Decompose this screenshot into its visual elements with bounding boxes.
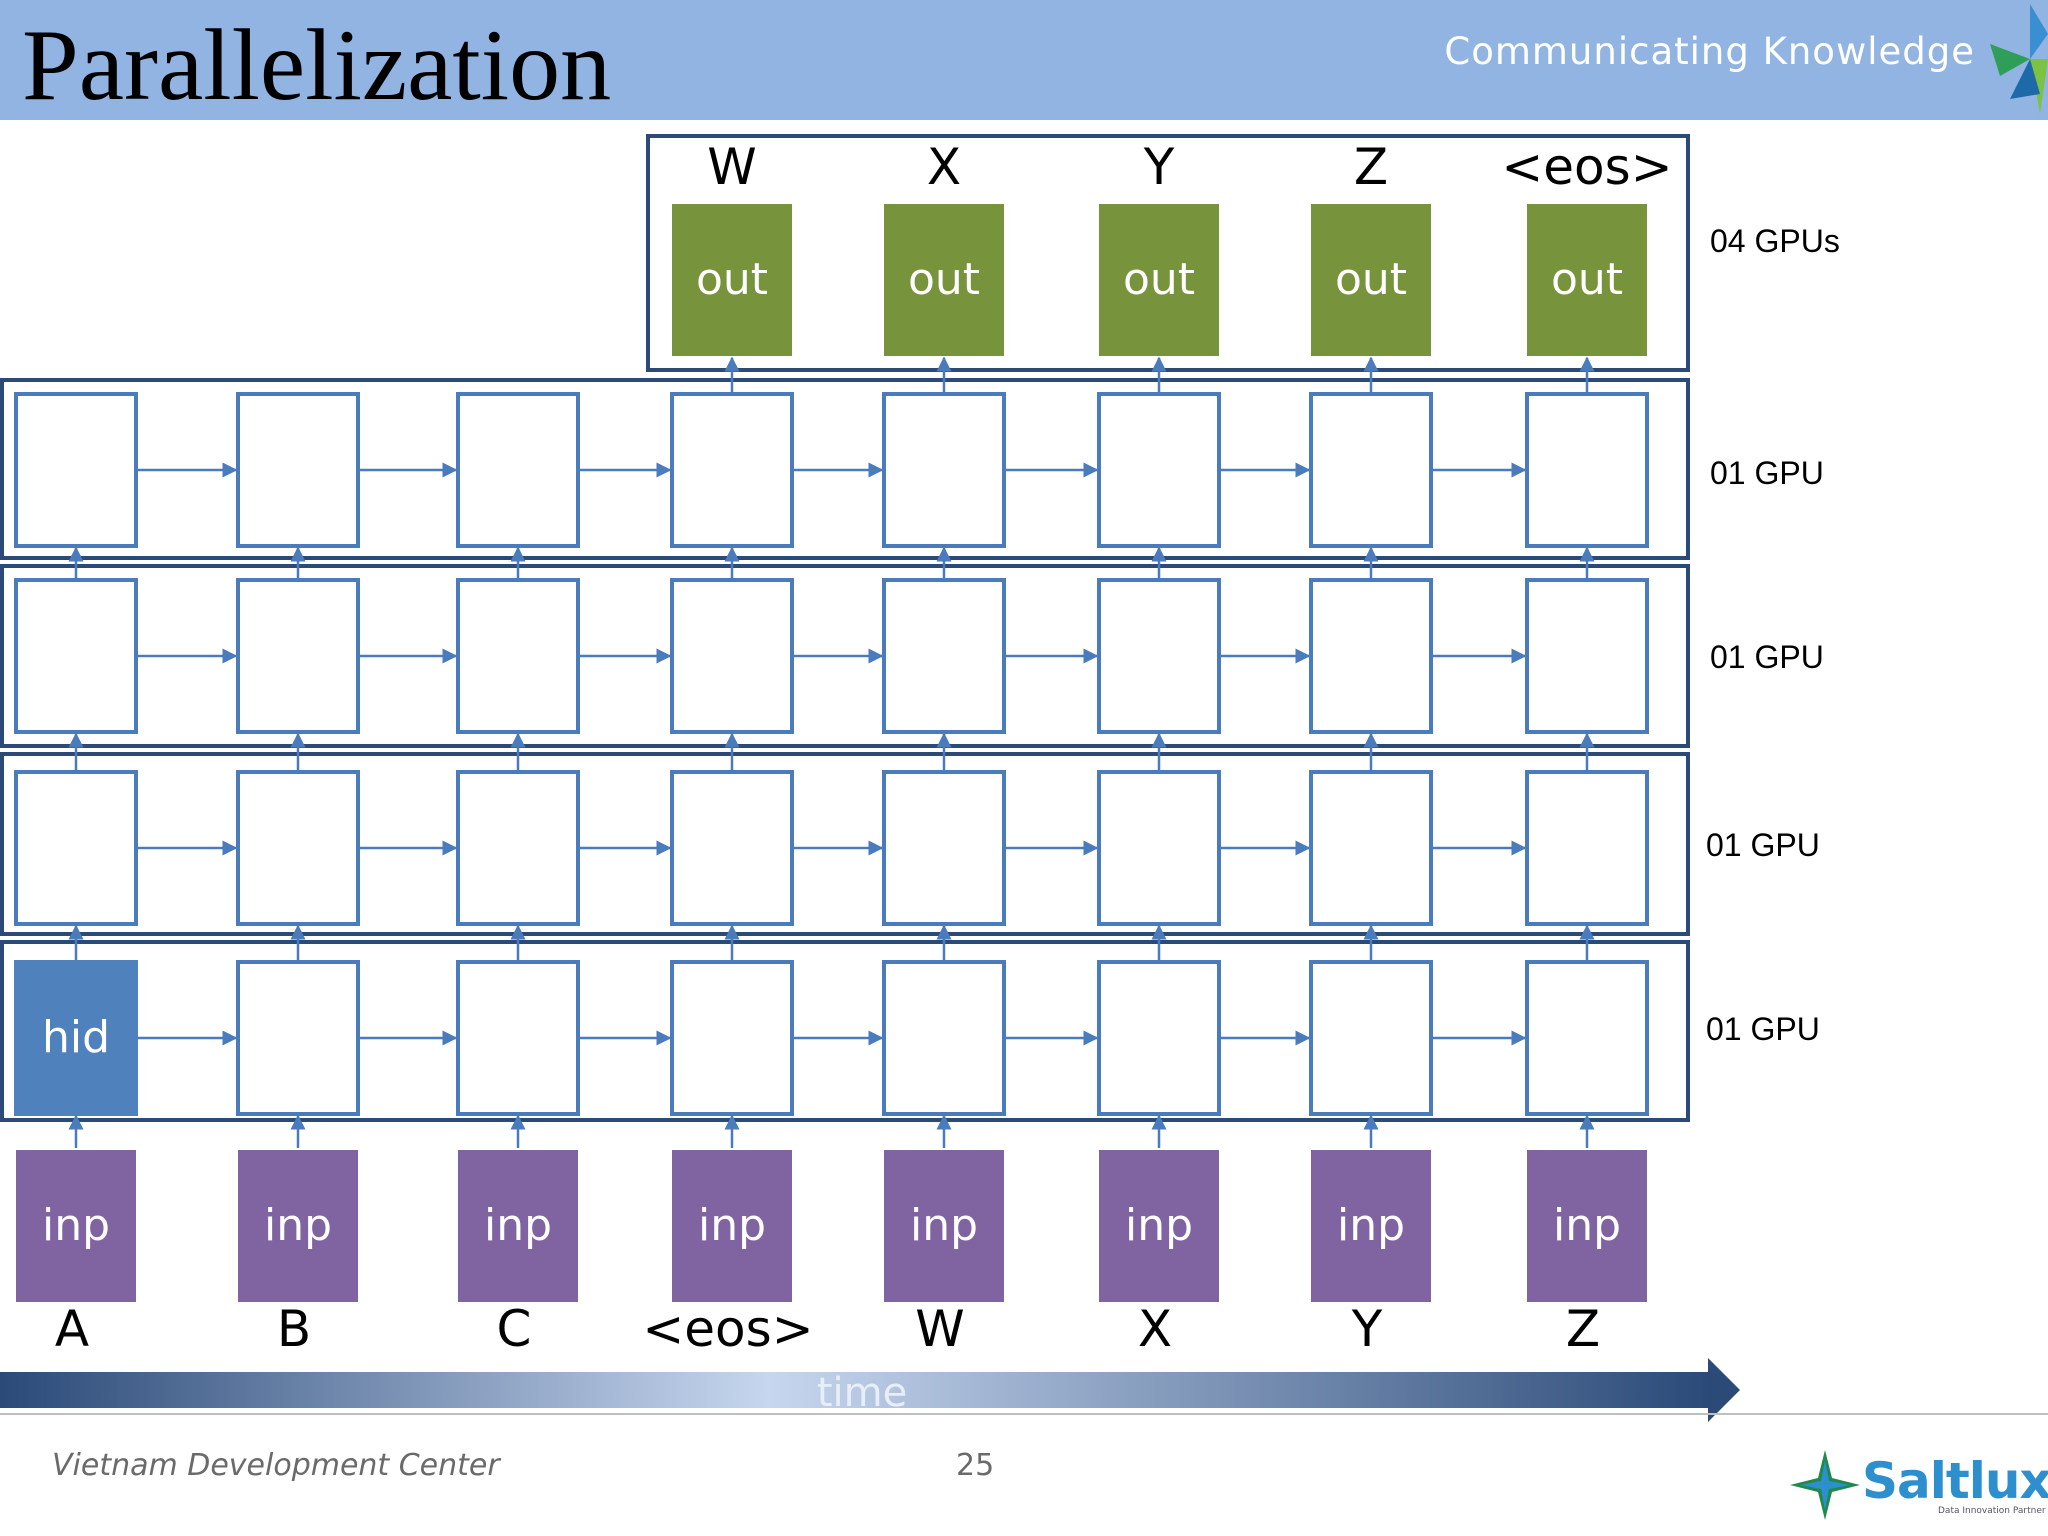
input-cell: [238, 1150, 358, 1302]
hidden-cell: [1097, 392, 1221, 548]
hidden-cell: [1309, 578, 1433, 734]
input-cell: [1527, 1150, 1647, 1302]
input-token: A: [55, 1300, 89, 1358]
hidden-cell: [1097, 578, 1221, 734]
gpu-label-output: 04 GPUs: [1710, 223, 1840, 259]
output-token: <eos>: [1501, 138, 1672, 196]
gpu-label-layer-3: 01 GPU: [1710, 639, 1824, 675]
input-token: W: [915, 1300, 964, 1358]
output-cell: [1311, 204, 1431, 356]
hidden-cell: [236, 770, 360, 926]
input-cell: [1099, 1150, 1219, 1302]
output-cell-label: out: [1335, 254, 1407, 305]
input-cell-label: inp: [1553, 1200, 1621, 1251]
page-number: 25: [956, 1448, 995, 1483]
hidden-cell: [882, 392, 1006, 548]
hidden-cell: [1309, 960, 1433, 1116]
output-token: W: [707, 138, 756, 196]
hidden-cell: [1309, 392, 1433, 548]
hidden-cell: [1525, 392, 1649, 548]
slide-title: Parallelization: [22, 9, 612, 122]
input-cell-label: inp: [42, 1200, 110, 1251]
hidden-cell: [236, 960, 360, 1116]
hidden-cell: [1525, 578, 1649, 734]
gpu-label-layer-4: 01 GPU: [1710, 455, 1824, 491]
hidden-cell: [1525, 960, 1649, 1116]
hidden-cell: [456, 770, 580, 926]
output-cell-label: out: [1551, 254, 1623, 305]
hidden-cell: [456, 392, 580, 548]
time-axis-arrow: [0, 1358, 2048, 1422]
hidden-cell: [1525, 770, 1649, 926]
input-token: C: [497, 1300, 532, 1358]
gpu-group-layer-2: [0, 752, 1690, 936]
output-cell-label: out: [696, 254, 768, 305]
footer-brand-sub: Data Innovation Partner: [1938, 1506, 2046, 1516]
time-label: time: [817, 1370, 907, 1416]
gpu-group-layer-4: [0, 378, 1690, 560]
hidden-cell: [882, 960, 1006, 1116]
hidden-cell: [882, 578, 1006, 734]
output-token: X: [927, 138, 961, 196]
output-cell-label: out: [908, 254, 980, 305]
hidden-cell: [670, 578, 794, 734]
input-cell-label: inp: [264, 1200, 332, 1251]
output-cell: [884, 204, 1004, 356]
hidden-cell: [236, 392, 360, 548]
input-cell-label: inp: [698, 1200, 766, 1251]
footer-brand: Saltlux: [1862, 1452, 2048, 1510]
input-cell: [672, 1150, 792, 1302]
hidden-cell: [1309, 770, 1433, 926]
hidden-cell: [14, 392, 138, 548]
hidden-cell: [670, 392, 794, 548]
input-cell-label: inp: [1337, 1200, 1405, 1251]
input-token: <eos>: [642, 1300, 813, 1358]
output-cell-label: out: [1123, 254, 1195, 305]
gpu-label-layer-1: 01 GPU: [1706, 1011, 1820, 1047]
header-tagline: Communicating Knowledge: [1444, 30, 1975, 73]
output-cell: [1099, 204, 1219, 356]
hidden-cell-label: hid: [42, 1012, 110, 1063]
hidden-cell: [14, 960, 138, 1116]
rnn-parallelization-diagram: time 04 GPUs 01 GPU 01 GPU 01 GPU 01 GPU…: [0, 134, 2048, 1422]
gpu-group-layer-1: [0, 940, 1690, 1122]
hidden-cell: [14, 578, 138, 734]
input-cell: [884, 1150, 1004, 1302]
input-cell-label: inp: [910, 1200, 978, 1251]
input-cell: [1311, 1150, 1431, 1302]
hidden-cell: [670, 770, 794, 926]
gpu-group-output-row: [646, 134, 1690, 372]
gpu-group-layer-3: [0, 564, 1690, 748]
saltlux-logo-icon: [1790, 1450, 1860, 1520]
footer-organization: Vietnam Development Center: [52, 1448, 500, 1483]
hidden-cell: [1097, 960, 1221, 1116]
hidden-cell: [456, 960, 580, 1116]
gpu-label-layer-2: 01 GPU: [1706, 827, 1820, 863]
input-token: B: [277, 1300, 311, 1358]
hidden-cell: [14, 770, 138, 926]
hidden-cell: [1097, 770, 1221, 926]
saltlux-star-icon: [1990, 4, 2048, 114]
input-token: X: [1138, 1300, 1172, 1358]
input-cell-label: inp: [484, 1200, 552, 1251]
input-cell: [458, 1150, 578, 1302]
output-token: Z: [1354, 138, 1388, 196]
hidden-cell: [670, 960, 794, 1116]
hidden-cell: [456, 578, 580, 734]
hidden-cell: [882, 770, 1006, 926]
input-cell-label: inp: [1125, 1200, 1193, 1251]
output-cell: [672, 204, 792, 356]
hidden-cell: [236, 578, 360, 734]
output-cell: [1527, 204, 1647, 356]
input-token: Y: [1351, 1300, 1383, 1358]
header-bar: Parallelization Communicating Knowledge: [0, 0, 2048, 122]
input-cell: [16, 1150, 136, 1302]
input-token: Z: [1566, 1300, 1600, 1358]
output-token: Y: [1143, 138, 1175, 196]
